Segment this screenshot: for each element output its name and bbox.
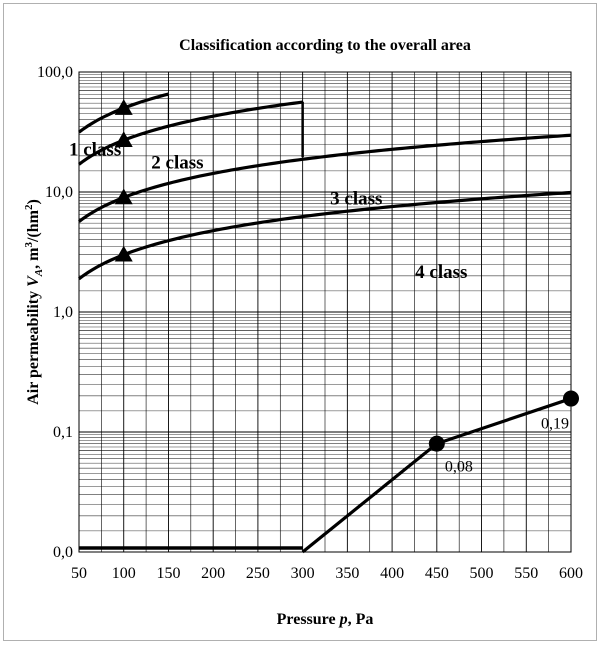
measured-point-label: 0,19 (541, 416, 569, 433)
y-tick-label: 1,0 (53, 304, 73, 321)
y-tick-label: 0,1 (53, 424, 73, 441)
x-tick-label: 600 (559, 565, 583, 582)
x-tick-label: 150 (156, 565, 180, 582)
y-tick-label: 100,0 (37, 64, 73, 81)
x-tick-label: 500 (470, 565, 494, 582)
y-tick-labels: 100,0 10,0 1,0 0,1 0,0 (37, 64, 73, 561)
x-tick-label: 350 (335, 565, 359, 582)
measured-point (429, 436, 445, 452)
x-tick-label: 250 (246, 565, 270, 582)
measured-point-label: 0,08 (445, 459, 473, 476)
y-axis-label: Air permeability VA, m3/(hm2) (23, 199, 45, 405)
x-tick-label: 400 (380, 565, 404, 582)
x-tick-label: 550 (514, 565, 538, 582)
y-tick-label: 10,0 (45, 184, 73, 201)
x-tick-label: 300 (291, 565, 315, 582)
x-tick-label: 50 (71, 565, 87, 582)
chart-title: Classification according to the overall … (179, 37, 471, 54)
x-axis-label: Pressure p, Pa (277, 611, 374, 628)
class-label: 3 class (330, 188, 382, 209)
grid (79, 72, 571, 552)
y-tick-label: 0,0 (53, 544, 73, 561)
x-tick-label: 100 (112, 565, 136, 582)
class-label: 2 class (151, 152, 203, 173)
class-label: 4 class (415, 262, 467, 283)
class-label: 1 class (69, 140, 121, 161)
x-tick-label: 450 (425, 565, 449, 582)
measured-point (563, 391, 579, 407)
x-tick-labels: 50 100 150 200 250 300 350 400 450 500 550 600 (71, 565, 583, 582)
x-tick-label: 200 (201, 565, 225, 582)
